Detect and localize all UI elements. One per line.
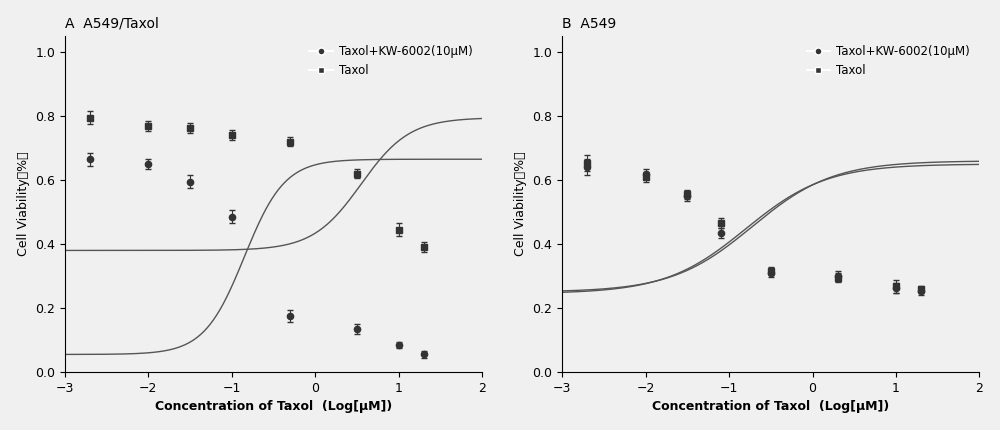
Y-axis label: Cell Viability（%）: Cell Viability（%） xyxy=(514,152,527,256)
X-axis label: Concentration of Taxol  (Log[μM]): Concentration of Taxol (Log[μM]) xyxy=(155,400,392,413)
Legend: Taxol+KW-6002(10μM), Taxol: Taxol+KW-6002(10μM), Taxol xyxy=(306,42,476,81)
X-axis label: Concentration of Taxol  (Log[μM]): Concentration of Taxol (Log[μM]) xyxy=(652,400,889,413)
Y-axis label: Cell Viability（%）: Cell Viability（%） xyxy=(17,152,30,256)
Text: B  A549: B A549 xyxy=(562,17,616,31)
Legend: Taxol+KW-6002(10μM), Taxol: Taxol+KW-6002(10μM), Taxol xyxy=(803,42,973,81)
Text: A  A549/Taxol: A A549/Taxol xyxy=(65,17,159,31)
